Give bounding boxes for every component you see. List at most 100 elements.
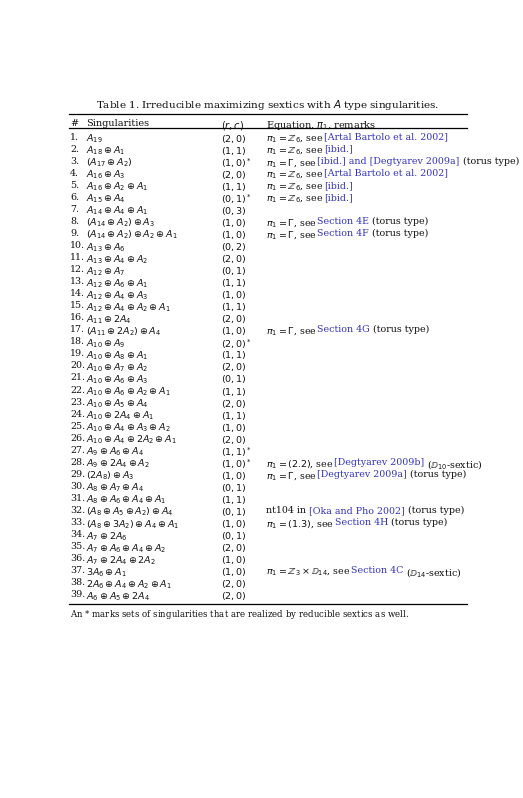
- Text: ($\mathbb{D}_{10}$-sextic): ($\mathbb{D}_{10}$-sextic): [424, 458, 483, 471]
- Text: $(2, 0)^*$: $(2, 0)^*$: [221, 338, 252, 351]
- Text: $\pi_1=(2.2)$, see: $\pi_1=(2.2)$, see: [266, 458, 334, 470]
- Text: 19.: 19.: [70, 350, 85, 358]
- Text: $(0, 3)$: $(0, 3)$: [221, 205, 247, 217]
- Text: (torus type): (torus type): [407, 470, 467, 479]
- Text: $A_{13}\oplus A_4\oplus A_2$: $A_{13}\oplus A_4\oplus A_2$: [86, 253, 149, 266]
- Text: $(A_8\oplus 3A_2)\oplus A_4\oplus A_1$: $(A_8\oplus 3A_2)\oplus A_4\oplus A_1$: [86, 518, 180, 531]
- Text: $\pi_1=(1.3)$, see: $\pi_1=(1.3)$, see: [266, 518, 335, 530]
- Text: $(A_{17}\oplus A_2)$: $(A_{17}\oplus A_2)$: [86, 156, 133, 169]
- Text: 6.: 6.: [70, 193, 79, 202]
- Text: 7.: 7.: [70, 205, 79, 214]
- Text: $(1, 1)$: $(1, 1)$: [221, 144, 247, 156]
- Text: $A_8\oplus A_7\oplus A_4$: $A_8\oplus A_7\oplus A_4$: [86, 482, 144, 495]
- Text: $(2, 0)$: $(2, 0)$: [221, 132, 247, 144]
- Text: $(1, 0)^*$: $(1, 0)^*$: [221, 156, 252, 170]
- Text: 28.: 28.: [70, 458, 85, 467]
- Text: $(A_{14}\oplus A_2)\oplus A_3$: $(A_{14}\oplus A_2)\oplus A_3$: [86, 217, 155, 230]
- Text: $(1, 0)$: $(1, 0)$: [221, 229, 247, 241]
- Text: 36.: 36.: [70, 554, 85, 563]
- Text: 33.: 33.: [70, 518, 85, 527]
- Text: 23.: 23.: [70, 397, 85, 407]
- Text: $(1, 1)^*$: $(1, 1)^*$: [221, 446, 252, 460]
- Text: An $*$ marks sets of singularities that are realized by reducible sextics as wel: An $*$ marks sets of singularities that …: [70, 608, 410, 622]
- Text: $A_7\oplus 2A_4\oplus 2A_2$: $A_7\oplus 2A_4\oplus 2A_2$: [86, 554, 156, 567]
- Text: 35.: 35.: [70, 542, 85, 551]
- Text: [Oka and Pho 2002]: [Oka and Pho 2002]: [309, 506, 405, 515]
- Text: $(2, 0)$: $(2, 0)$: [221, 542, 247, 554]
- Text: Equation, $\pi_1$, remarks: Equation, $\pi_1$, remarks: [266, 119, 376, 132]
- Text: 16.: 16.: [70, 314, 85, 322]
- Text: $(1, 0)$: $(1, 0)$: [221, 289, 247, 301]
- Text: $A_{12}\oplus A_6\oplus A_1$: $A_{12}\oplus A_6\oplus A_1$: [86, 277, 149, 290]
- Text: $A_{10}\oplus A_4\oplus 2A_2\oplus A_1$: $A_{10}\oplus A_4\oplus 2A_2\oplus A_1$: [86, 434, 177, 446]
- Text: [ibid.]: [ibid.]: [324, 181, 353, 190]
- Text: $A_{19}$: $A_{19}$: [86, 132, 104, 145]
- Text: $A_{11}\oplus 2A_4$: $A_{11}\oplus 2A_4$: [86, 314, 132, 326]
- Text: [Artal Bartolo et al. 2002]: [Artal Bartolo et al. 2002]: [324, 132, 448, 141]
- Text: $A_8\oplus A_6\oplus A_4\oplus A_1$: $A_8\oplus A_6\oplus A_4\oplus A_1$: [86, 494, 167, 507]
- Text: $\pi_1=\Gamma$, see: $\pi_1=\Gamma$, see: [266, 229, 317, 241]
- Text: $A_{10}\oplus A_7\oplus A_2$: $A_{10}\oplus A_7\oplus A_2$: [86, 361, 149, 374]
- Text: (torus type): (torus type): [369, 229, 428, 238]
- Text: $2A_6\oplus A_4\oplus A_2\oplus A_1$: $2A_6\oplus A_4\oplus A_2\oplus A_1$: [86, 579, 173, 591]
- Text: $\pi_1=\mathbb{Z}_6$, see: $\pi_1=\mathbb{Z}_6$, see: [266, 181, 324, 192]
- Text: 39.: 39.: [70, 591, 85, 599]
- Text: $(1, 1)$: $(1, 1)$: [221, 494, 247, 506]
- Text: [Degtyarev 2009b]: [Degtyarev 2009b]: [334, 458, 424, 467]
- Text: 13.: 13.: [70, 277, 85, 286]
- Text: Singularities: Singularities: [86, 119, 150, 128]
- Text: 30.: 30.: [70, 482, 85, 491]
- Text: 12.: 12.: [70, 265, 85, 274]
- Text: $(2A_8)\oplus A_3$: $(2A_8)\oplus A_3$: [86, 470, 135, 482]
- Text: $(2, 0)$: $(2, 0)$: [221, 434, 247, 446]
- Text: 18.: 18.: [70, 338, 85, 346]
- Text: 32.: 32.: [70, 506, 85, 515]
- Text: 29.: 29.: [70, 470, 85, 479]
- Text: Section 4F: Section 4F: [317, 229, 369, 238]
- Text: [Degtyarev 2009a]: [Degtyarev 2009a]: [317, 470, 407, 479]
- Text: $(0, 1)^*$: $(0, 1)^*$: [221, 193, 252, 207]
- Text: $(0, 1)$: $(0, 1)$: [221, 265, 247, 277]
- Text: $(2, 0)$: $(2, 0)$: [221, 361, 247, 373]
- Text: 8.: 8.: [70, 217, 79, 226]
- Text: $(1, 0)$: $(1, 0)$: [221, 567, 247, 579]
- Text: $(0, 1)$: $(0, 1)$: [221, 373, 247, 385]
- Text: $(1, 1)$: $(1, 1)$: [221, 350, 247, 361]
- Text: $A_{12}\oplus A_4\oplus A_3$: $A_{12}\oplus A_4\oplus A_3$: [86, 289, 149, 302]
- Text: $A_9\oplus 2A_4\oplus A_2$: $A_9\oplus 2A_4\oplus A_2$: [86, 458, 150, 470]
- Text: nt104 in: nt104 in: [266, 506, 309, 515]
- Text: $(1, 1)$: $(1, 1)$: [221, 385, 247, 397]
- Text: $(r, c)$: $(r, c)$: [221, 119, 245, 132]
- Text: $A_{16}\oplus A_3$: $A_{16}\oplus A_3$: [86, 168, 126, 181]
- Text: (torus type): (torus type): [370, 326, 429, 334]
- Text: $A_{18}\oplus A_1$: $A_{18}\oplus A_1$: [86, 144, 126, 157]
- Text: $(1, 1)$: $(1, 1)$: [221, 409, 247, 421]
- Text: $\pi_1=\mathbb{Z}_6$, see: $\pi_1=\mathbb{Z}_6$, see: [266, 144, 324, 156]
- Text: $A_{10}\oplus A_4\oplus A_3\oplus A_2$: $A_{10}\oplus A_4\oplus A_3\oplus A_2$: [86, 421, 171, 434]
- Text: $A_{10}\oplus A_9$: $A_{10}\oplus A_9$: [86, 338, 126, 350]
- Text: $(A_{11}\oplus 2A_2)\oplus A_4$: $(A_{11}\oplus 2A_2)\oplus A_4$: [86, 326, 162, 338]
- Text: $\pi_1=\mathbb{Z}_6$, see: $\pi_1=\mathbb{Z}_6$, see: [266, 132, 324, 144]
- Text: #: #: [70, 119, 78, 128]
- Text: $(1, 0)$: $(1, 0)$: [221, 554, 247, 566]
- Text: $A_{10}\oplus A_6\oplus A_2\oplus A_1$: $A_{10}\oplus A_6\oplus A_2\oplus A_1$: [86, 385, 171, 398]
- Text: $(A_{14}\oplus A_2)\oplus A_2\oplus A_1$: $(A_{14}\oplus A_2)\oplus A_2\oplus A_1$: [86, 229, 178, 242]
- Text: 21.: 21.: [70, 373, 85, 382]
- Text: 2.: 2.: [70, 144, 79, 154]
- Text: $A_{10}\oplus A_8\oplus A_1$: $A_{10}\oplus A_8\oplus A_1$: [86, 350, 149, 362]
- Text: $\pi_1=\Gamma$, see: $\pi_1=\Gamma$, see: [266, 470, 317, 482]
- Text: $(0, 1)$: $(0, 1)$: [221, 530, 247, 542]
- Text: Section 4H: Section 4H: [335, 518, 388, 527]
- Text: ($\mathbb{D}_{14}$-sextic): ($\mathbb{D}_{14}$-sextic): [403, 567, 462, 579]
- Text: 20.: 20.: [70, 361, 85, 370]
- Text: $A_{15}\oplus A_4$: $A_{15}\oplus A_4$: [86, 193, 126, 205]
- Text: 10.: 10.: [70, 241, 85, 250]
- Text: 27.: 27.: [70, 446, 85, 455]
- Text: $(2, 0)$: $(2, 0)$: [221, 253, 247, 265]
- Text: 5.: 5.: [70, 181, 79, 190]
- Text: $(1, 1)$: $(1, 1)$: [221, 277, 247, 289]
- Text: $\pi_1=\Gamma$, see: $\pi_1=\Gamma$, see: [266, 156, 317, 168]
- Text: Section 4G: Section 4G: [317, 326, 370, 334]
- Text: 22.: 22.: [70, 385, 85, 394]
- Text: $(0, 1)$: $(0, 1)$: [221, 506, 247, 518]
